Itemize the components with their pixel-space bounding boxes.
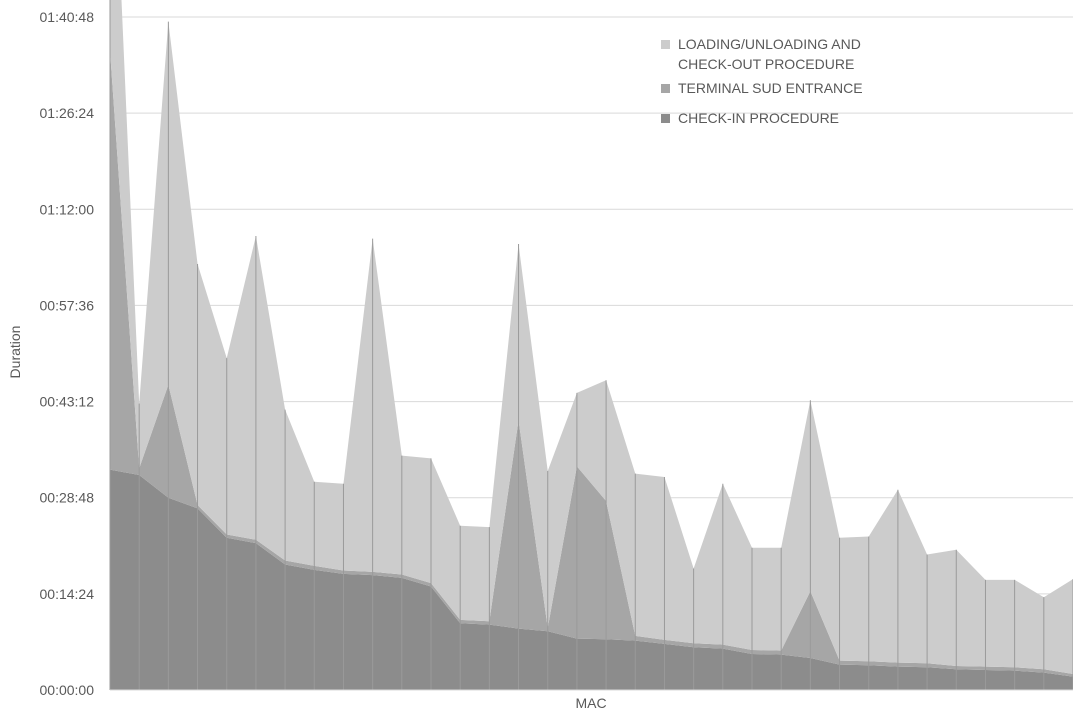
legend-label-terminal: TERMINAL SUD ENTRANCE	[678, 80, 863, 96]
area-loading-unloading-and-check-out-procedure	[110, 0, 1073, 674]
y-axis-ticks: 00:00:00 00:14:24 00:28:48 00:43:12 00:57:36…	[40, 9, 95, 698]
x-axis-title: MAC	[575, 695, 606, 711]
area-series	[110, 0, 1073, 690]
y-tick-label: 00:00:00	[40, 682, 95, 698]
legend-swatch-terminal	[661, 84, 670, 93]
legend-swatch-checkin	[661, 114, 670, 123]
legend-item-terminal: TERMINAL SUD ENTRANCE	[661, 78, 981, 98]
legend-item-checkin: CHECK-IN PROCEDURE	[661, 108, 981, 128]
legend: LOADING/UNLOADING AND CHECK-OUT PROCEDUR…	[661, 34, 981, 132]
area-terminal-sud-entrance	[110, 50, 1073, 677]
y-tick-label: 01:26:24	[40, 105, 95, 121]
y-axis-title: Duration	[7, 326, 23, 379]
y-tick-label: 00:14:24	[40, 586, 95, 602]
legend-label-checkin: CHECK-IN PROCEDURE	[678, 110, 840, 126]
area-check-in-procedure	[110, 469, 1073, 690]
y-tick-label: 00:28:48	[40, 490, 95, 506]
legend-swatch-loading	[661, 40, 670, 49]
y-tick-label: 00:43:12	[40, 394, 95, 410]
y-tick-label: 00:57:36	[40, 297, 95, 313]
legend-item-loading: LOADING/UNLOADING AND CHECK-OUT PROCEDUR…	[661, 34, 981, 74]
y-tick-label: 01:12:00	[40, 201, 95, 217]
segment-lines	[109, 0, 1073, 690]
legend-label-loading: LOADING/UNLOADING AND CHECK-OUT PROCEDUR…	[678, 36, 861, 72]
y-tick-label: 01:40:48	[40, 9, 95, 25]
